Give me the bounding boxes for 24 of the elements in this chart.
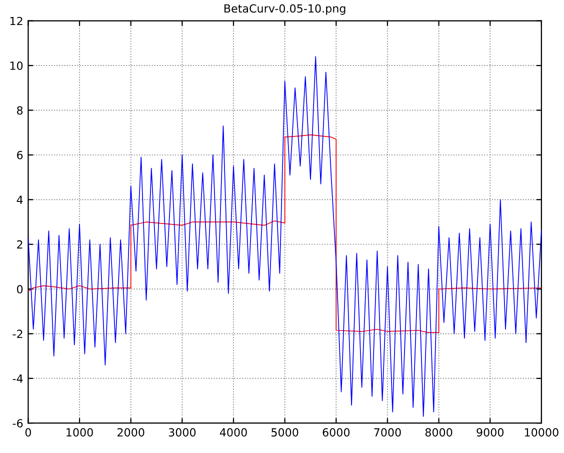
line-series	[28, 134, 542, 334]
x-tick-label: 7000	[374, 428, 401, 437]
y-tick-label: 8	[17, 106, 23, 115]
x-tick-label: 8000	[425, 428, 452, 437]
x-tick-label: 5000	[272, 428, 298, 437]
y-tick-label: 2	[17, 240, 22, 249]
chart-title: BetaCurv-0.05-10.png	[224, 4, 346, 15]
y-tick-label: 10	[10, 62, 23, 70]
x-tick-label: 2000	[118, 428, 144, 437]
y-tick-label: -6	[12, 419, 23, 428]
y-tick-label: 12	[10, 16, 22, 26]
x-tick-label: 1000	[66, 428, 93, 437]
y-tick-label: -4	[12, 374, 23, 383]
x-tick-label: 6000	[322, 428, 350, 437]
y-tick-label: -2	[12, 330, 22, 338]
y-tick-label: 4	[16, 196, 23, 204]
x-tick-label: 4000	[220, 428, 247, 437]
y-tick-label: 6	[17, 150, 23, 160]
x-tick-label: 9000	[476, 428, 504, 437]
x-tick-label: 3000	[168, 428, 196, 437]
x-tick-label: 10000	[524, 428, 558, 437]
line-series	[28, 56, 542, 417]
x-tick-label: 0	[25, 428, 31, 437]
y-tick-label: 0	[17, 284, 23, 294]
